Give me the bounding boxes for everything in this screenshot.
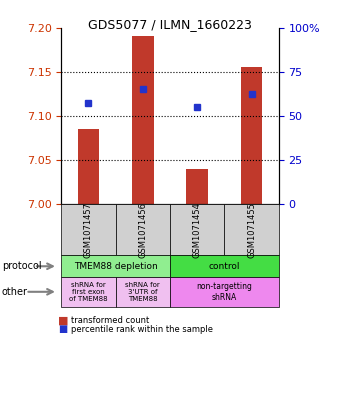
Text: GSM1071456: GSM1071456 — [138, 202, 147, 258]
Bar — [241, 67, 262, 204]
Bar — [186, 169, 208, 204]
Text: GDS5077 / ILMN_1660223: GDS5077 / ILMN_1660223 — [88, 18, 252, 31]
Text: transformed count: transformed count — [71, 316, 150, 325]
Text: control: control — [209, 262, 240, 271]
Text: GSM1071457: GSM1071457 — [84, 202, 93, 258]
Text: ■: ■ — [58, 316, 68, 326]
Bar — [78, 129, 99, 204]
Text: shRNA for
3'UTR of
TMEM88: shRNA for 3'UTR of TMEM88 — [125, 282, 160, 302]
Bar — [132, 36, 154, 204]
Text: percentile rank within the sample: percentile rank within the sample — [71, 325, 214, 334]
Text: GSM1071454: GSM1071454 — [193, 202, 202, 258]
Text: other: other — [2, 287, 28, 297]
Text: GSM1071455: GSM1071455 — [247, 202, 256, 258]
Text: TMEM88 depletion: TMEM88 depletion — [74, 262, 157, 271]
Text: protocol: protocol — [2, 261, 41, 271]
Text: shRNA for
first exon
of TMEM88: shRNA for first exon of TMEM88 — [69, 282, 108, 302]
Text: ■: ■ — [58, 324, 67, 334]
Text: non-targetting
shRNA: non-targetting shRNA — [197, 282, 252, 301]
